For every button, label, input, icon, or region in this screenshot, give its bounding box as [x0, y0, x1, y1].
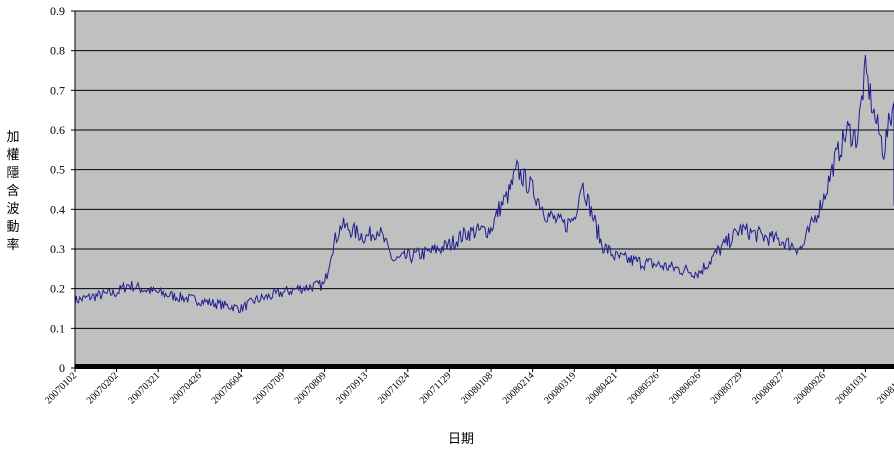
y-tick-label: 0.1 [50, 321, 65, 335]
zero-line [75, 364, 894, 369]
x-tick-label: 20071129 [418, 370, 454, 406]
x-tick-label: 20070709 [251, 370, 287, 406]
y-tick-label: 0.4 [50, 202, 65, 216]
x-tick-label: 20080729 [709, 370, 745, 406]
x-tick-label: 20081204 [875, 370, 894, 406]
y-tick-label: 0 [59, 361, 65, 375]
x-tick-label: 20080626 [667, 370, 703, 406]
x-axis-label: 日期 [448, 431, 475, 446]
x-tick-label: 20080526 [625, 370, 661, 406]
x-tick-label: 20070913 [334, 370, 370, 406]
x-tick-label: 20070321 [126, 370, 162, 406]
y-tick-label: 0.9 [50, 4, 65, 18]
x-axis: 20070102 20070202 20070321 20070426 20070604… [43, 368, 894, 406]
y-axis-label: 加權隱含波動率 [6, 129, 20, 252]
x-tick-label: 20080214 [501, 370, 537, 406]
grid [75, 10, 894, 329]
x-tick-label: 20070809 [293, 370, 329, 406]
y-tick-label: 0.3 [50, 242, 65, 256]
x-tick-label: 20080421 [584, 370, 620, 406]
y-tick-label: 0.5 [50, 163, 65, 177]
x-tick-label: 20080319 [542, 370, 578, 406]
y-tick-label: 0.2 [50, 282, 65, 296]
y-tick-label: 0.6 [50, 123, 65, 137]
x-tick-label: 20070202 [85, 370, 121, 406]
series-line [74, 54, 894, 314]
plot-background [75, 11, 894, 368]
x-tick-label: 20080827 [750, 370, 786, 406]
x-tick-label: 20070426 [168, 370, 204, 406]
x-tick-label: 20080926 [792, 370, 828, 406]
series-layer [74, 54, 894, 314]
y-tick-label: 0.8 [50, 44, 65, 58]
x-tick-label: 20070102 [43, 370, 79, 406]
x-tick-label: 20071024 [376, 370, 412, 406]
x-tick-label: 20080108 [459, 370, 495, 406]
y-axis: 0 0.1 0.2 0.3 0.4 0.5 0.6 0.7 0.8 0.9 [50, 4, 76, 375]
y-tick-label: 0.7 [50, 83, 65, 97]
x-tick-label: 20070604 [209, 370, 245, 406]
x-tick-label: 20081031 [833, 370, 869, 406]
